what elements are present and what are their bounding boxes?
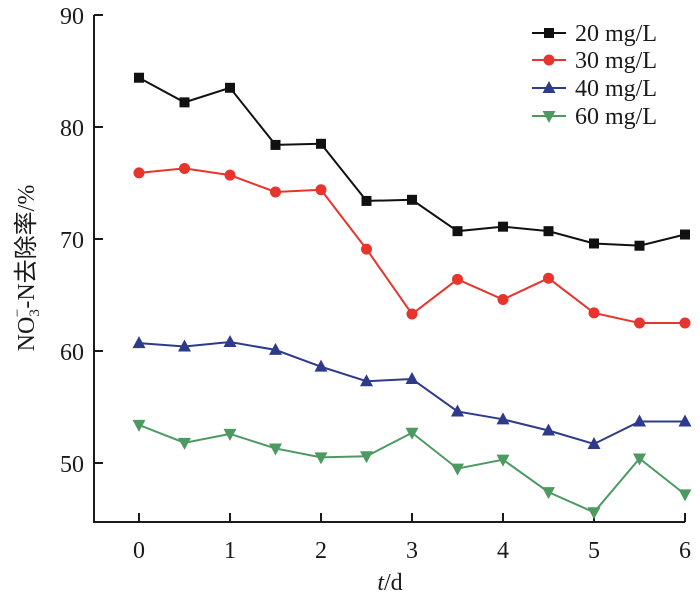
data-point xyxy=(361,195,372,206)
data-point xyxy=(588,307,600,319)
y-axis-title-main: NO xyxy=(14,317,40,352)
legend-item: 60 mg/L xyxy=(532,104,657,130)
x-tick-label: 5 xyxy=(588,538,600,564)
data-point xyxy=(406,308,418,320)
data-point xyxy=(678,414,692,427)
data-point xyxy=(316,138,326,149)
x-tick-label: 2 xyxy=(315,538,327,564)
data-point xyxy=(497,293,509,305)
data-point xyxy=(223,335,237,348)
data-point xyxy=(542,423,555,436)
data-point xyxy=(270,139,281,150)
series-line xyxy=(138,167,685,324)
legend-marker xyxy=(543,54,555,66)
data-point xyxy=(634,240,645,251)
data-point xyxy=(360,451,373,464)
y-ticks: 50 60 70 80 90 xyxy=(60,4,103,478)
data-point xyxy=(315,184,327,196)
x-axis-title-unit: /d xyxy=(384,570,403,596)
data-point xyxy=(178,437,191,450)
data-point xyxy=(678,489,692,502)
legend-marker xyxy=(542,81,556,93)
data-point xyxy=(633,453,646,466)
legend-marker xyxy=(544,28,554,38)
data-point xyxy=(498,221,508,232)
y-tick-label: 90 xyxy=(60,4,84,30)
data-point xyxy=(179,162,190,174)
series-40-mg-l xyxy=(132,335,692,449)
data-point xyxy=(178,339,191,352)
data-point xyxy=(270,186,281,198)
axes xyxy=(93,15,685,523)
legend-item: 30 mg/L xyxy=(532,48,657,74)
data-point xyxy=(269,342,282,355)
data-point xyxy=(496,412,510,425)
data-point xyxy=(134,72,144,83)
data-point xyxy=(224,169,236,181)
x-axis-title-italic: t xyxy=(377,570,385,596)
series-30-mg-l xyxy=(133,162,691,329)
y-axis-title: NO3−-N去除率/% xyxy=(10,185,43,352)
data-point xyxy=(405,427,419,440)
y-tick-label: 60 xyxy=(60,340,84,366)
x-axis-title: t/d xyxy=(377,570,402,596)
legend: 20 mg/L30 mg/L40 mg/L60 mg/L xyxy=(532,21,657,130)
data-point xyxy=(496,454,510,467)
data-point xyxy=(269,443,282,456)
x-tick-label: 4 xyxy=(497,538,509,564)
data-point xyxy=(452,226,463,237)
legend-label: 30 mg/L xyxy=(575,48,657,74)
data-point xyxy=(360,374,373,387)
y-tick-label: 80 xyxy=(60,116,84,142)
y-axis-title-superscript: − xyxy=(10,309,26,317)
data-point xyxy=(132,419,146,432)
series-20-mg-l xyxy=(134,72,690,251)
data-point xyxy=(679,317,691,329)
legend-item: 40 mg/L xyxy=(532,76,657,102)
data-point xyxy=(542,487,555,500)
x-ticks: 0 1 2 3 4 5 6 xyxy=(133,513,691,564)
series-line xyxy=(138,76,686,247)
x-tick-label: 3 xyxy=(406,538,418,564)
data-point xyxy=(452,273,463,285)
data-point xyxy=(225,82,235,93)
data-point xyxy=(589,238,599,249)
data-point xyxy=(587,436,601,449)
data-point xyxy=(543,226,554,237)
legend-label: 60 mg/L xyxy=(575,104,657,130)
data-point xyxy=(451,463,464,476)
legend-marker xyxy=(542,111,556,123)
data-point xyxy=(133,167,145,179)
data-point xyxy=(543,272,554,284)
x-tick-label: 6 xyxy=(679,538,691,564)
data-point xyxy=(587,507,601,520)
data-point xyxy=(407,194,417,205)
data-point xyxy=(361,243,372,255)
y-tick-label: 50 xyxy=(60,452,84,478)
x-tick-label: 0 xyxy=(133,538,145,564)
legend-label: 40 mg/L xyxy=(575,76,657,102)
data-point xyxy=(223,428,237,441)
data-point xyxy=(314,359,328,372)
data-point xyxy=(633,414,646,427)
data-point xyxy=(451,404,464,417)
series-60-mg-l xyxy=(132,419,692,520)
legend-item: 20 mg/L xyxy=(532,21,657,47)
data-point xyxy=(179,97,190,108)
data-point xyxy=(314,452,328,465)
x-tick-label: 1 xyxy=(224,538,236,564)
y-tick-label: 70 xyxy=(60,228,84,254)
data-point xyxy=(634,317,645,329)
legend-label: 20 mg/L xyxy=(575,21,657,47)
y-axis-title-rest: -N去除率/% xyxy=(13,185,40,309)
data-point xyxy=(680,229,690,240)
data-point xyxy=(405,372,419,384)
series-layer xyxy=(132,72,692,520)
data-point xyxy=(132,336,146,349)
y-axis-title-subscript: 3 xyxy=(27,309,43,317)
